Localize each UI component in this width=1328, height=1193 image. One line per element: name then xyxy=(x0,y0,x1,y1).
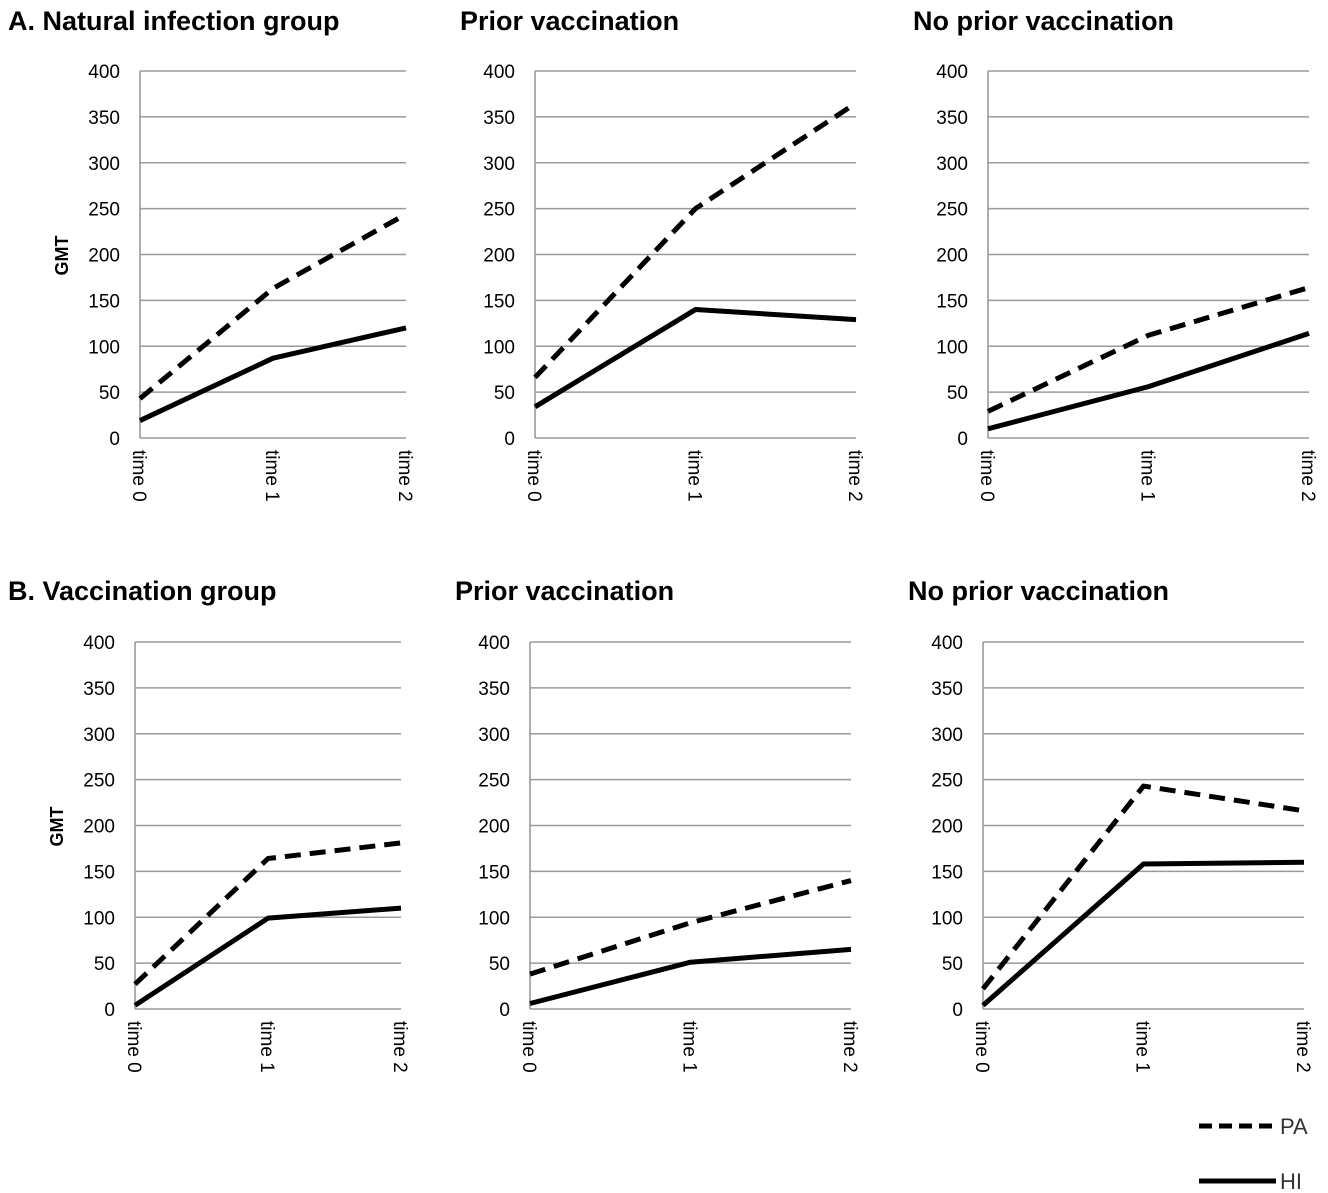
chart-panel-2: Prior vaccination 0 50 100 150 200 250 300 350 40… xyxy=(460,6,865,502)
series-line-hi xyxy=(138,325,407,423)
y-tick-label: 50 xyxy=(942,954,963,975)
y-tick-label: 150 xyxy=(478,862,510,883)
y-tick-label: 0 xyxy=(957,429,968,450)
chart-title: No prior vaccination xyxy=(908,576,1169,606)
y-tick-label: 200 xyxy=(931,817,963,838)
series-line-hi xyxy=(133,905,402,1008)
x-tick-label: time 2 xyxy=(389,1021,410,1073)
y-tick-label: 100 xyxy=(936,337,968,358)
y-tick-label: 250 xyxy=(83,771,115,792)
legend: PA HI xyxy=(1199,1114,1308,1193)
series-line-pa xyxy=(981,783,1305,991)
chart-title: Prior vaccination xyxy=(455,576,674,606)
y-tick-label: 150 xyxy=(931,862,963,883)
x-tick-label: time 0 xyxy=(971,1021,992,1073)
y-tick-label: 300 xyxy=(483,154,515,175)
y-tick-label: 300 xyxy=(88,154,120,175)
y-tick-label: 350 xyxy=(931,679,963,700)
y-tick-label: 150 xyxy=(483,291,515,312)
y-tick-label: 50 xyxy=(94,954,115,975)
y-tick-label: 250 xyxy=(478,771,510,792)
y-tick-label: 200 xyxy=(936,246,968,267)
y-tick-label: 100 xyxy=(931,908,963,929)
series-line-pa xyxy=(138,211,408,401)
y-tick-label: 400 xyxy=(936,62,968,83)
x-tick-label: time 1 xyxy=(1137,450,1158,502)
y-tick-label: 100 xyxy=(478,908,510,929)
y-tick-label: 300 xyxy=(83,725,115,746)
y-tick-label: 300 xyxy=(478,725,510,746)
x-tick-label: time 1 xyxy=(679,1021,700,1073)
y-axis-label: GMT xyxy=(52,236,72,276)
series-line-hi xyxy=(987,331,1310,432)
x-tick-label: time 1 xyxy=(1132,1021,1153,1073)
x-tick-label: time 0 xyxy=(523,450,544,502)
chart-panel-5: Prior vaccination 0 50 100 150 200 250 300 350 40… xyxy=(455,576,860,1073)
y-tick-label: 350 xyxy=(936,108,968,129)
y-tick-label: 50 xyxy=(99,383,120,404)
y-axis-label: GMT xyxy=(47,807,67,847)
x-tick-label: time 2 xyxy=(839,1021,860,1073)
y-tick-label: 250 xyxy=(483,200,515,221)
x-tick-label: time 0 xyxy=(128,450,149,502)
y-tick-label: 400 xyxy=(88,62,120,83)
y-tick-label: 200 xyxy=(88,246,120,267)
chart-title: No prior vaccination xyxy=(913,6,1174,36)
y-tick-label: 50 xyxy=(947,383,968,404)
y-tick-label: 300 xyxy=(936,154,968,175)
y-tick-label: 250 xyxy=(936,200,968,221)
y-tick-label: 250 xyxy=(931,771,963,792)
x-tick-label: time 2 xyxy=(1292,1021,1313,1073)
y-tick-label: 200 xyxy=(478,817,510,838)
series-line-pa xyxy=(533,101,858,380)
y-tick-label: 0 xyxy=(504,429,515,450)
y-tick-label: 350 xyxy=(83,679,115,700)
x-tick-label: time 1 xyxy=(256,1021,277,1073)
x-tick-label: time 0 xyxy=(976,450,997,502)
series-line-pa xyxy=(529,878,852,977)
y-tick-label: 0 xyxy=(499,1000,510,1021)
x-tick-label: time 2 xyxy=(844,450,865,502)
y-tick-label: 100 xyxy=(83,908,115,929)
x-tick-label: time 1 xyxy=(261,450,282,502)
y-tick-label: 150 xyxy=(83,862,115,883)
y-tick-label: 0 xyxy=(109,429,120,450)
y-tick-label: 50 xyxy=(489,954,510,975)
y-tick-label: 350 xyxy=(88,108,120,129)
y-tick-label: 200 xyxy=(83,817,115,838)
series-line-hi xyxy=(981,859,1305,1008)
y-tick-label: 100 xyxy=(88,337,120,358)
chart-panel-4: B. Vaccination group 0 50 100 150 200 250 300 35… xyxy=(8,576,410,1073)
x-tick-label: time 1 xyxy=(684,450,705,502)
x-tick-label: time 2 xyxy=(394,450,415,502)
chart-title: Prior vaccination xyxy=(460,6,679,36)
y-tick-label: 400 xyxy=(483,62,515,83)
chart-panel-6: No prior vaccination 0 50 100 150 200 250 300 35… xyxy=(908,576,1313,1073)
y-tick-label: 350 xyxy=(478,679,510,700)
y-tick-label: 400 xyxy=(478,633,510,654)
y-tick-label: 150 xyxy=(88,291,120,312)
chart-panel-3: No prior vaccination 0 50 100 150 200 250 300 35… xyxy=(913,6,1318,502)
legend-label-hi: HI xyxy=(1280,1169,1302,1193)
y-tick-label: 100 xyxy=(483,337,515,358)
x-tick-label: time 0 xyxy=(518,1021,539,1073)
x-tick-label: time 0 xyxy=(123,1021,144,1073)
y-tick-label: 150 xyxy=(936,291,968,312)
chart-panel-1: A. Natural infection group 0 50 100 150 200 25… xyxy=(8,6,415,502)
y-tick-label: 50 xyxy=(494,383,515,404)
y-tick-label: 350 xyxy=(483,108,515,129)
chart-title: B. Vaccination group xyxy=(8,576,277,606)
y-tick-label: 400 xyxy=(83,633,115,654)
y-tick-label: 400 xyxy=(931,633,963,654)
chart-title: A. Natural infection group xyxy=(8,6,340,36)
y-tick-label: 200 xyxy=(483,246,515,267)
y-tick-label: 0 xyxy=(104,1000,115,1021)
legend-label-pa: PA xyxy=(1280,1114,1308,1139)
y-tick-label: 250 xyxy=(88,200,120,221)
x-tick-label: time 2 xyxy=(1297,450,1318,502)
y-tick-label: 0 xyxy=(952,1000,963,1021)
y-tick-label: 300 xyxy=(931,725,963,746)
